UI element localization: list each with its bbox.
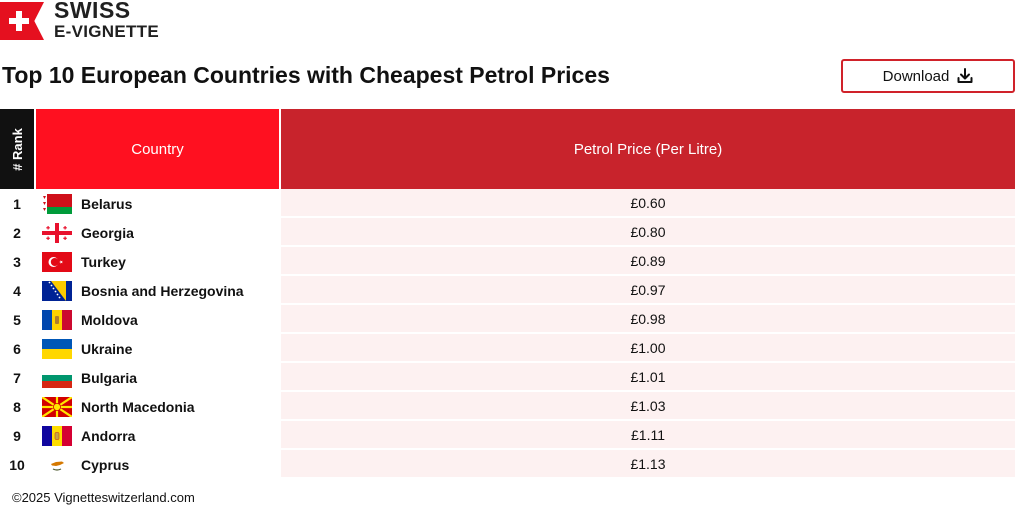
table-row: 7 Bulgaria £1.01 [0,363,1015,392]
north-macedonia-flag-icon [42,396,72,417]
page-title: Top 10 European Countries with Cheapest … [2,62,610,88]
rank-cell: 6 [0,334,34,363]
rank-cell: 4 [0,276,34,305]
country-cell: Ukraine [36,334,279,363]
country-name: Andorra [81,427,136,444]
table-row: 5 Moldova £0.98 [0,305,1015,334]
country-name: Belarus [81,195,133,212]
country-name: Turkey [81,253,126,270]
country-cell: Belarus [36,189,279,218]
price-cell: £0.97 [281,276,1015,305]
table-header: # Rank Country Petrol Price (Per Litre) [0,109,1015,189]
country-name: Moldova [81,311,138,328]
ukraine-flag-icon [42,338,72,359]
petrol-price-table: # Rank Country Petrol Price (Per Litre) … [0,109,1015,479]
brand-logo: SWISS E-VIGNETTE [0,0,159,42]
download-icon [957,68,973,83]
belarus-flag-icon [42,193,72,214]
cyprus-flag-icon [42,454,72,475]
header-country: Country [36,109,279,189]
table-row: 4 Bosnia and Herzegovina £0.97 [0,276,1015,305]
table-row: 8 North Macedonia £1.03 [0,392,1015,421]
download-button[interactable]: Download [841,59,1015,93]
table-row: 1 Belarus £0.60 [0,189,1015,218]
header-rank: # Rank [0,109,34,189]
country-name: Cyprus [81,456,130,473]
table-row: 9 Andorra £1.11 [0,421,1015,450]
country-cell: Cyprus [36,450,279,479]
country-cell: Bosnia and Herzegovina [36,276,279,305]
country-name: Bulgaria [81,369,138,386]
price-cell: £1.03 [281,392,1015,421]
swiss-cross-icon [0,2,44,40]
download-button-label: Download [882,67,950,85]
rank-cell: 2 [0,218,34,247]
country-name: Georgia [81,224,134,241]
rank-cell: 10 [0,450,34,479]
andorra-flag-icon [42,425,72,446]
country-name: North Macedonia [81,398,195,415]
brand-name-line1: SWISS [54,0,131,23]
rank-cell: 7 [13,369,21,386]
table-row: 3 Turkey £0.89 [0,247,1015,276]
rank-cell: 8 [0,392,34,421]
copyright-footer: ©2025 Vignetteswitzerland.com [12,490,195,505]
country-cell: North Macedonia [36,392,279,421]
price-cell: £1.11 [281,421,1015,450]
country-cell: Georgia [36,218,279,247]
price-cell: £1.01 [281,363,1015,392]
country-cell: Moldova [36,305,279,334]
price-cell: £0.60 [281,189,1015,218]
table-row: 2 Georgia £0.80 [0,218,1015,247]
table-body: 1 Belarus £0.60 2 Georgia £0.80 3 Turkey £0.89 4 B… [0,189,1015,479]
country-cell: Turkey [36,247,279,276]
country-cell: Andorra [36,421,279,450]
country-cell: Bulgaria [36,363,279,392]
country-name: Bosnia and Herzegovina [81,282,244,299]
rank-cell: 1 [13,195,21,212]
table-row: 6 Ukraine £1.00 [0,334,1015,363]
rank-cell: 9 [13,427,21,444]
price-cell: £0.98 [281,305,1015,334]
bulgaria-flag-icon [42,367,72,388]
price-cell: £0.89 [281,247,1015,276]
price-cell: £1.00 [281,334,1015,363]
brand-name-line2: E-VIGNETTE [54,21,160,41]
turkey-flag-icon [42,251,72,272]
header-price: Petrol Price (Per Litre) [281,109,1015,189]
georgia-flag-icon [42,222,72,243]
price-cell: £0.80 [281,218,1015,247]
bosnia-flag-icon [42,280,72,301]
rank-cell: 3 [13,253,21,270]
moldova-flag-icon [42,309,72,330]
rank-cell: 5 [13,311,21,328]
table-row: 10 Cyprus £1.13 [0,450,1015,479]
country-name: Ukraine [81,340,133,357]
price-cell: £1.13 [281,450,1015,479]
